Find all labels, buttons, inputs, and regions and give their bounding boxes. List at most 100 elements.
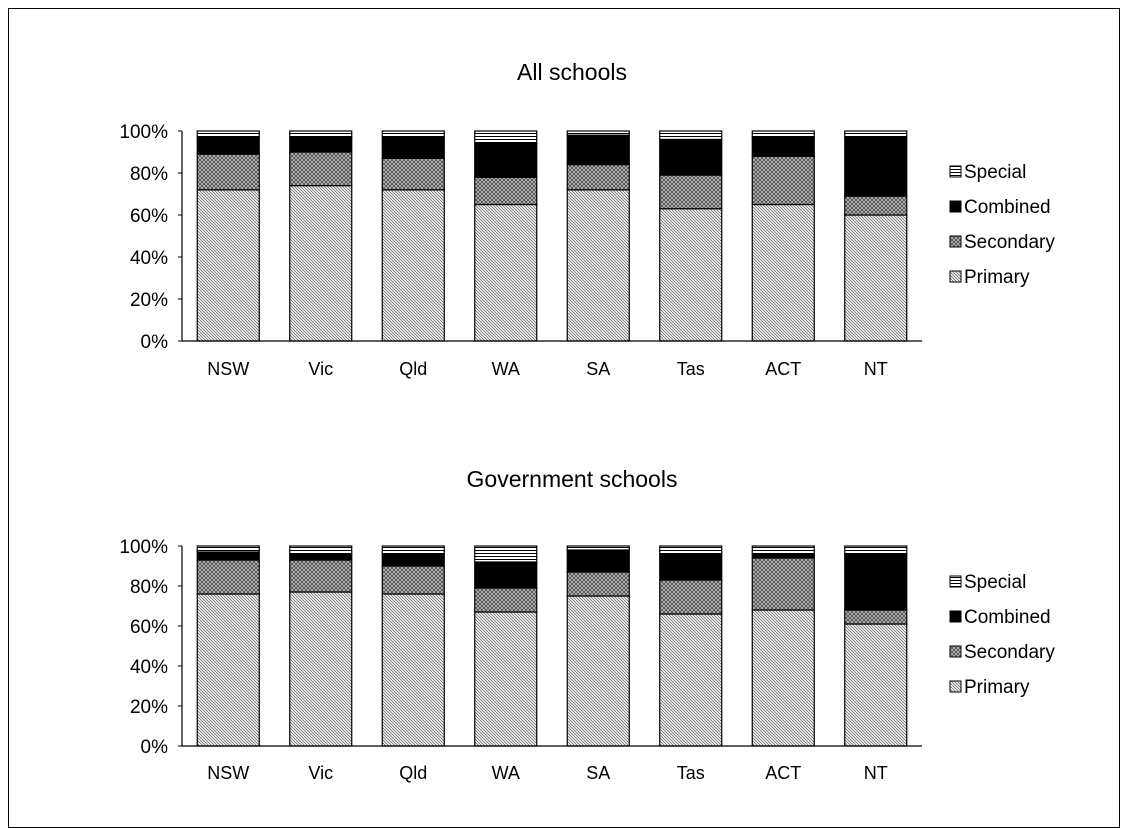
- bar-segment-combined: [566, 549, 630, 573]
- bar-segment-combined: [289, 136, 353, 153]
- x-tick-label: ACT: [765, 359, 801, 379]
- x-tick-label: Vic: [308, 359, 333, 379]
- bar-segment-secondary: [474, 176, 538, 206]
- bar-segment-special: [844, 545, 908, 555]
- bar-segment-primary: [844, 214, 908, 342]
- bar-segment-special: [196, 130, 260, 138]
- bar-segment-special: [844, 130, 908, 138]
- chart-government-schools: Government schools 0% 20% 40% 60% 80% 100% NSW V…: [119, 466, 1055, 783]
- bar-segment-primary: [381, 593, 445, 747]
- bar-segment-special: [566, 545, 630, 551]
- bar-segment-combined: [659, 553, 723, 581]
- x-tick-label: ACT: [765, 763, 801, 783]
- y-tick-label: 20%: [130, 290, 168, 311]
- bar-segment-secondary: [659, 579, 723, 615]
- bar-segment-special: [474, 130, 538, 145]
- x-tick-label: Tas: [677, 763, 705, 783]
- y-tick-label: 60%: [130, 617, 168, 638]
- bar-segment-primary: [381, 189, 445, 342]
- bar-segment-primary: [289, 185, 353, 342]
- bar-segment-special: [289, 130, 353, 138]
- legend-label-combined: Combined: [964, 197, 1051, 218]
- bar-segment-combined: [196, 136, 260, 155]
- bar-segment-special: [196, 545, 260, 553]
- x-tick-label: Qld: [399, 763, 427, 783]
- bar-segment-primary: [566, 189, 630, 342]
- legend-swatch-primary: [949, 270, 962, 283]
- bar-segment-combined: [751, 136, 815, 157]
- bar-segment-secondary: [381, 157, 445, 191]
- bar-segment-secondary: [196, 559, 260, 595]
- legend-label-special: Special: [964, 572, 1026, 593]
- bar-segment-secondary: [289, 151, 353, 187]
- bar-segment-secondary: [659, 174, 723, 210]
- bar-segment-combined: [196, 551, 260, 561]
- bar-segment-primary: [289, 591, 353, 747]
- bar-segment-combined: [289, 553, 353, 561]
- bar-segment-secondary: [751, 155, 815, 206]
- y-tick-label: 0%: [141, 332, 169, 353]
- bar-segment-primary: [474, 611, 538, 747]
- bar-segment-secondary: [196, 153, 260, 191]
- bar-segment-primary: [566, 595, 630, 747]
- legend-label-primary: Primary: [964, 677, 1030, 698]
- bar-segment-combined: [566, 134, 630, 166]
- bar-segment-primary: [844, 623, 908, 747]
- y-tick-label: 40%: [130, 248, 168, 269]
- chart-title: Government schools: [467, 466, 678, 492]
- legend-label-primary: Primary: [964, 267, 1030, 288]
- bar-segment-secondary: [844, 609, 908, 625]
- legend-swatch-combined: [949, 200, 962, 213]
- bar-segment-combined: [381, 553, 445, 567]
- x-tick-label: WA: [492, 359, 520, 379]
- y-tick-label: 80%: [130, 164, 168, 185]
- bar-segment-secondary: [844, 195, 908, 216]
- legend-label-special: Special: [964, 162, 1026, 183]
- bar-segment-secondary: [474, 587, 538, 613]
- bar-segment-combined: [844, 553, 908, 611]
- y-tick-label: 100%: [119, 537, 168, 558]
- x-tick-label: Vic: [308, 763, 333, 783]
- bar-segment-primary: [751, 609, 815, 747]
- bar-segment-special: [659, 545, 723, 555]
- chart-title: All schools: [517, 59, 627, 85]
- bar-segment-special: [566, 130, 630, 136]
- bar-segment-combined: [474, 143, 538, 178]
- x-tick-label: SA: [586, 359, 610, 379]
- y-tick-label: 40%: [130, 657, 168, 678]
- bar-segment-secondary: [381, 565, 445, 595]
- bar-segment-primary: [196, 189, 260, 342]
- bar-segment-special: [289, 545, 353, 555]
- bar-segment-special: [659, 130, 723, 140]
- x-tick-label: NSW: [207, 359, 249, 379]
- legend-swatch-primary: [949, 680, 962, 693]
- bar-segment-secondary: [566, 571, 630, 597]
- bar-segment-secondary: [289, 559, 353, 593]
- y-tick-label: 60%: [130, 206, 168, 227]
- bar-segment-primary: [751, 203, 815, 342]
- x-tick-label: SA: [586, 763, 610, 783]
- x-tick-label: NT: [864, 763, 888, 783]
- legend-swatch-secondary: [949, 645, 962, 658]
- bar-segment-secondary: [566, 164, 630, 191]
- bar-segment-combined: [844, 136, 908, 197]
- bar-segment-special: [751, 130, 815, 138]
- y-tick-label: 100%: [119, 122, 168, 143]
- bar-segment-special: [381, 130, 445, 138]
- legend-swatch-special: [949, 575, 962, 588]
- y-tick-label: 20%: [130, 697, 168, 718]
- bar-segment-special: [751, 545, 815, 555]
- x-tick-label: NSW: [207, 763, 249, 783]
- chart-all-schools: All schools 0% 20% 40% 60% 80% 100% NSW Vic Qld WA…: [119, 59, 1055, 379]
- legend-label-secondary: Secondary: [964, 642, 1055, 663]
- x-tick-label: WA: [492, 763, 520, 783]
- y-tick-label: 80%: [130, 577, 168, 598]
- x-tick-label: Qld: [399, 359, 427, 379]
- legend-label-combined: Combined: [964, 607, 1051, 628]
- bar-segment-combined: [381, 136, 445, 159]
- y-tick-label: 0%: [141, 737, 169, 758]
- legend-swatch-combined: [949, 610, 962, 623]
- bar-segment-combined: [474, 561, 538, 589]
- bar-segment-primary: [659, 208, 723, 342]
